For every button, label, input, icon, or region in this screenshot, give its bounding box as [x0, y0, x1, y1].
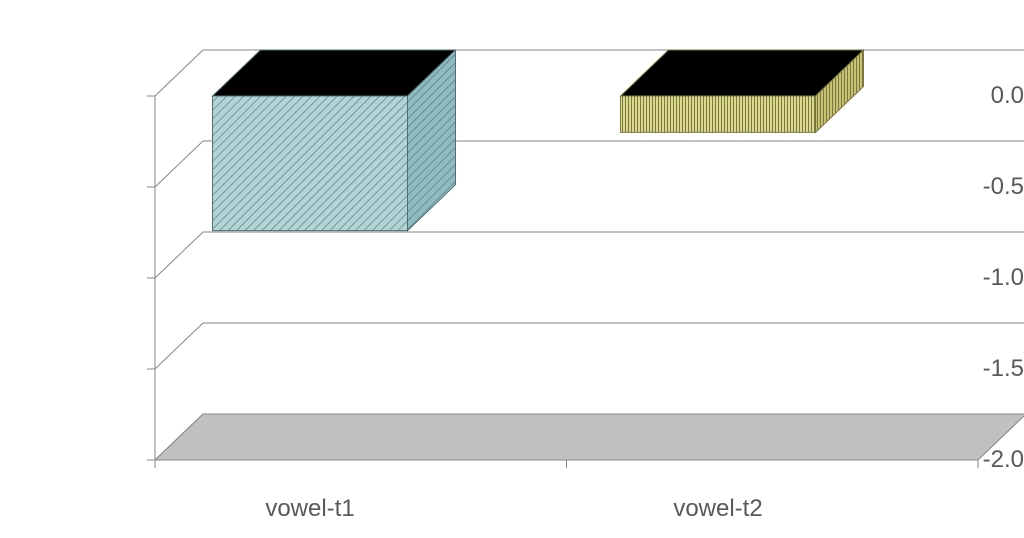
bar3d-chart: 0.0 -0.5 -1.0 -1.5 -2.0 vowel-t1 vowel-t2	[0, 0, 1024, 538]
y-tick-label: 0.0	[887, 82, 1024, 110]
y-tick-label: -0.5	[887, 173, 1024, 201]
y-tick-label: -1.5	[887, 355, 1024, 383]
y-tick-label: -1.0	[887, 264, 1024, 292]
x-tick-label: vowel-t1	[265, 495, 354, 523]
chart-svg	[0, 0, 1024, 538]
x-tick-label: vowel-t2	[673, 495, 762, 523]
y-tick-label: -2.0	[887, 446, 1024, 474]
